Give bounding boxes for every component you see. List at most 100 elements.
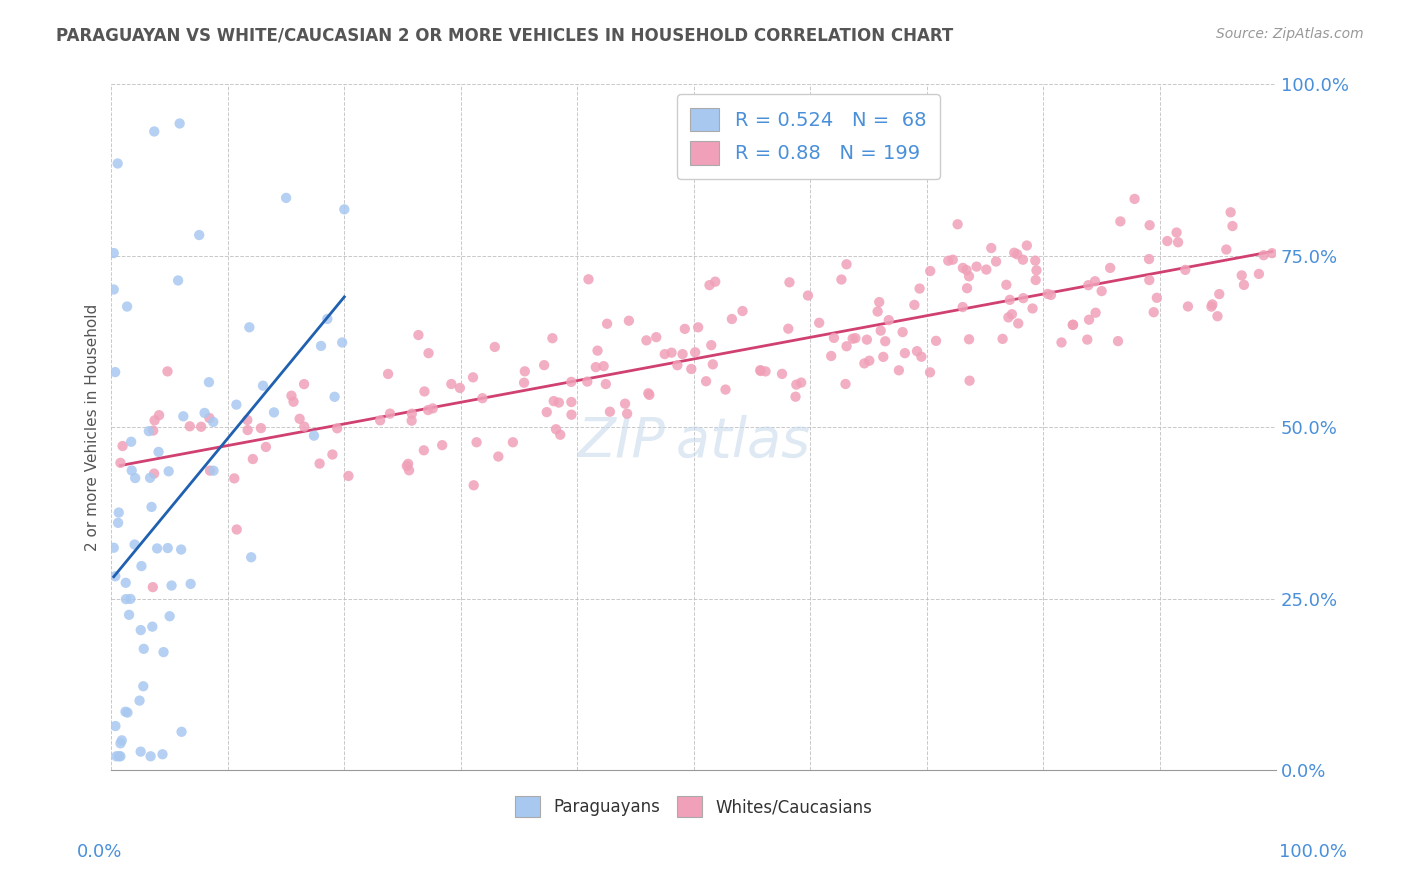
Point [280, 389, 302, 403]
Point [103, 283, 125, 297]
Point [997, 310, 1019, 325]
Point [918, 365, 941, 379]
Point [143, 467, 166, 481]
Point [170, 542, 193, 557]
Point [198, 464, 221, 478]
Point [1230, 268, 1253, 283]
Point [1078, 312, 1101, 326]
Point [595, 377, 617, 392]
Point [592, 359, 614, 373]
Point [202, 415, 225, 429]
Point [548, 427, 571, 442]
Point [731, 304, 754, 318]
Point [263, 405, 285, 419]
Point [1215, 243, 1237, 257]
Point [700, 338, 723, 352]
Point [1015, 238, 1038, 252]
Point [835, 257, 858, 271]
Point [823, 331, 845, 345]
Point [790, 376, 813, 390]
Point [856, 333, 879, 347]
Point [681, 362, 703, 376]
Point [110, 749, 132, 764]
Point [104, 719, 127, 733]
Point [533, 358, 555, 372]
Point [544, 422, 567, 436]
Point [202, 464, 225, 478]
Point [956, 281, 979, 295]
Point [1036, 286, 1059, 301]
Point [1091, 284, 1114, 298]
Point [103, 246, 125, 260]
Point [942, 252, 965, 267]
Point [599, 405, 621, 419]
Point [1005, 247, 1028, 261]
Point [808, 316, 831, 330]
Point [103, 541, 125, 555]
Point [156, 364, 179, 378]
Point [115, 300, 138, 314]
Point [236, 423, 259, 437]
Point [292, 377, 315, 392]
Point [834, 376, 856, 391]
Point [617, 314, 640, 328]
Point [194, 406, 217, 420]
Point [1177, 300, 1199, 314]
Point [225, 523, 247, 537]
Point [198, 411, 221, 425]
Point [141, 500, 163, 514]
Point [576, 375, 599, 389]
Point [952, 260, 974, 275]
Point [170, 724, 193, 739]
Point [1002, 245, 1025, 260]
Text: 0.0%: 0.0% [77, 843, 122, 861]
Point [413, 384, 436, 399]
Point [894, 346, 917, 360]
Point [661, 345, 683, 359]
Point [560, 375, 582, 389]
Point [142, 580, 165, 594]
Point [1001, 307, 1024, 321]
Point [120, 591, 142, 606]
Point [1084, 306, 1107, 320]
Point [198, 375, 221, 389]
Point [401, 414, 423, 428]
Point [1174, 263, 1197, 277]
Point [866, 304, 889, 318]
Point [560, 395, 582, 409]
Point [283, 394, 305, 409]
Point [695, 374, 717, 388]
Point [440, 377, 463, 392]
Point [616, 407, 638, 421]
Point [966, 260, 988, 274]
Point [326, 421, 349, 435]
Point [560, 408, 582, 422]
Point [841, 332, 863, 346]
Point [333, 202, 356, 217]
Point [124, 537, 146, 551]
Point [238, 320, 260, 334]
Point [330, 335, 353, 350]
Point [1261, 246, 1284, 260]
Point [671, 347, 693, 361]
Point [111, 733, 134, 747]
Point [1146, 291, 1168, 305]
Point [586, 343, 609, 358]
Point [683, 345, 706, 359]
Point [1025, 273, 1047, 287]
Point [104, 569, 127, 583]
Point [321, 448, 343, 462]
Point [240, 550, 263, 565]
Point [139, 749, 162, 764]
Point [785, 377, 807, 392]
Point [502, 435, 524, 450]
Point [129, 623, 152, 637]
Point [957, 332, 980, 346]
Point [704, 275, 727, 289]
Point [1166, 226, 1188, 240]
Text: ZIP atlas: ZIP atlas [578, 415, 810, 467]
Point [952, 300, 974, 314]
Point [107, 506, 129, 520]
Point [995, 277, 1018, 292]
Point [1107, 334, 1129, 348]
